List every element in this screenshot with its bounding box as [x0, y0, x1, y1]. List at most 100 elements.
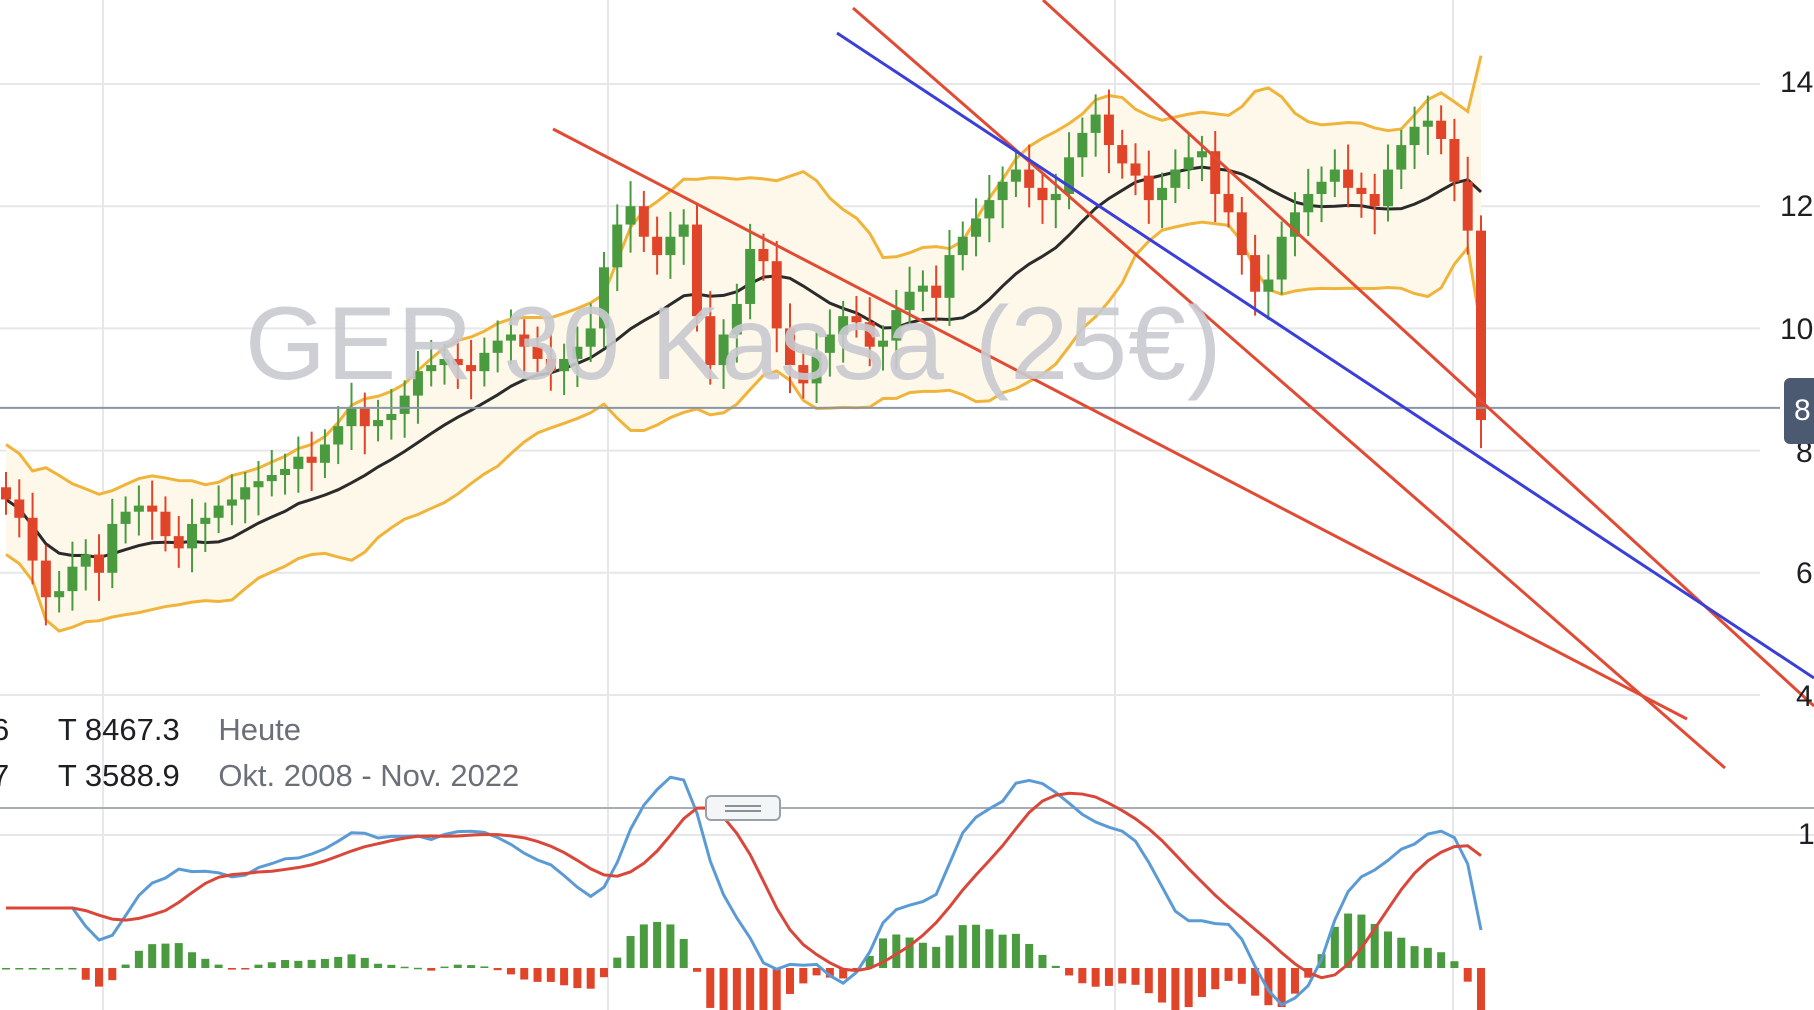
macd-histogram-bar — [786, 968, 795, 994]
candle-body — [319, 444, 330, 463]
candle-body — [373, 420, 384, 427]
candle-body — [1143, 175, 1154, 201]
legend-label: Okt. 2008 - Nov. 2022 — [218, 758, 520, 793]
candle-body — [505, 334, 516, 341]
candle-body — [492, 340, 503, 353]
candle-body — [532, 346, 543, 359]
macd-histogram-bar — [1370, 923, 1379, 968]
y-tick-label: 6 — [1796, 557, 1813, 590]
candle-body — [559, 358, 570, 372]
candle-body — [1, 487, 11, 500]
candle-body — [1369, 193, 1380, 207]
candle-body — [40, 560, 51, 598]
macd-histogram-bar — [1184, 968, 1193, 1008]
candle-body — [133, 505, 144, 512]
candle-body — [917, 285, 928, 292]
candle-body — [864, 322, 875, 347]
candle-body — [1090, 114, 1101, 133]
macd-histogram-bar — [586, 968, 595, 989]
candle-body — [997, 181, 1008, 201]
candle-body — [705, 316, 716, 366]
macd-histogram-bar — [1423, 947, 1432, 968]
y-tick-label: 14 — [1780, 66, 1814, 99]
candle-body — [147, 505, 158, 512]
macd-histogram-bar — [666, 924, 675, 968]
macd-histogram-bar — [852, 968, 861, 970]
trend-line-red — [1041, 0, 1814, 708]
candle-body — [253, 481, 264, 488]
macd-histogram-bar — [201, 958, 210, 968]
macd-histogram-bar — [932, 946, 941, 968]
candle-body — [1316, 181, 1327, 194]
candle-body — [333, 426, 344, 445]
macd-histogram-bar — [520, 968, 529, 980]
macd-histogram-bar — [41, 968, 50, 970]
macd-histogram-bar — [227, 968, 236, 970]
candle-body — [1157, 187, 1168, 201]
candle-body — [1436, 120, 1447, 139]
candle-body — [359, 407, 370, 427]
candle-body — [1037, 187, 1048, 201]
macd-histogram-bar — [281, 960, 290, 968]
macd-histogram-bar — [95, 968, 104, 987]
macd-histogram-bar — [1065, 968, 1074, 976]
macd-histogram-bar — [400, 966, 409, 969]
candle-body — [1343, 169, 1354, 188]
macd-histogram-bar — [1078, 968, 1087, 984]
candle-body — [585, 328, 596, 347]
candle-body — [399, 395, 410, 414]
candle-body — [187, 523, 198, 549]
candle-body — [652, 236, 663, 256]
candle-body — [1263, 279, 1274, 292]
candle-body — [731, 303, 742, 335]
candle-body — [838, 316, 849, 335]
macd-histogram-bar — [812, 968, 821, 976]
y-tick-label: 8 — [1796, 436, 1813, 469]
candle-body — [691, 224, 702, 317]
macd-histogram-bar — [68, 968, 77, 970]
pane-resize-handle[interactable] — [705, 795, 781, 821]
macd-histogram-bar — [121, 964, 130, 968]
candle-body — [1130, 163, 1141, 176]
macd-histogram-bar — [998, 934, 1007, 968]
legend-value: T 3588.9 — [57, 758, 180, 793]
candle-body — [1010, 169, 1021, 182]
candle-body — [293, 456, 304, 469]
candle-body — [479, 352, 490, 372]
candle-body — [771, 261, 782, 329]
macd-histogram-bar — [1264, 968, 1273, 1006]
macd-histogram-bar — [1477, 968, 1485, 1010]
macd-histogram-bar — [1104, 968, 1113, 986]
macd-histogram-bar — [320, 958, 329, 968]
macd-histogram-bar — [1144, 968, 1153, 994]
candle-body — [266, 475, 277, 482]
macd-histogram-bar — [493, 968, 502, 971]
macd-histogram-bar — [865, 955, 874, 968]
macd-histogram-bar — [945, 935, 954, 968]
candle-body — [944, 255, 955, 298]
macd-histogram-bar — [413, 967, 422, 970]
candle-body — [1250, 255, 1261, 292]
candle-body — [213, 505, 224, 518]
candle-body — [625, 206, 636, 225]
trend-line-blue — [836, 31, 1814, 680]
macd-histogram-bar — [108, 968, 117, 981]
candle-body — [1170, 169, 1181, 188]
macd-histogram-bar — [1450, 961, 1459, 968]
macd-histogram-bar — [1051, 965, 1060, 968]
candle-body — [306, 456, 317, 463]
candle-body — [54, 591, 65, 598]
macd-histogram-bar — [905, 937, 914, 968]
candle-body — [466, 365, 477, 372]
candle-body — [984, 200, 995, 219]
candle-body — [904, 291, 915, 311]
macd-histogram-bar — [719, 968, 728, 1010]
candle-body — [572, 346, 583, 359]
trend-line-red — [852, 6, 1726, 770]
candle-body — [638, 206, 649, 237]
macd-histogram-bar — [892, 934, 901, 968]
macd-histogram-bar — [732, 968, 741, 1010]
macd-histogram-bar — [254, 964, 263, 968]
